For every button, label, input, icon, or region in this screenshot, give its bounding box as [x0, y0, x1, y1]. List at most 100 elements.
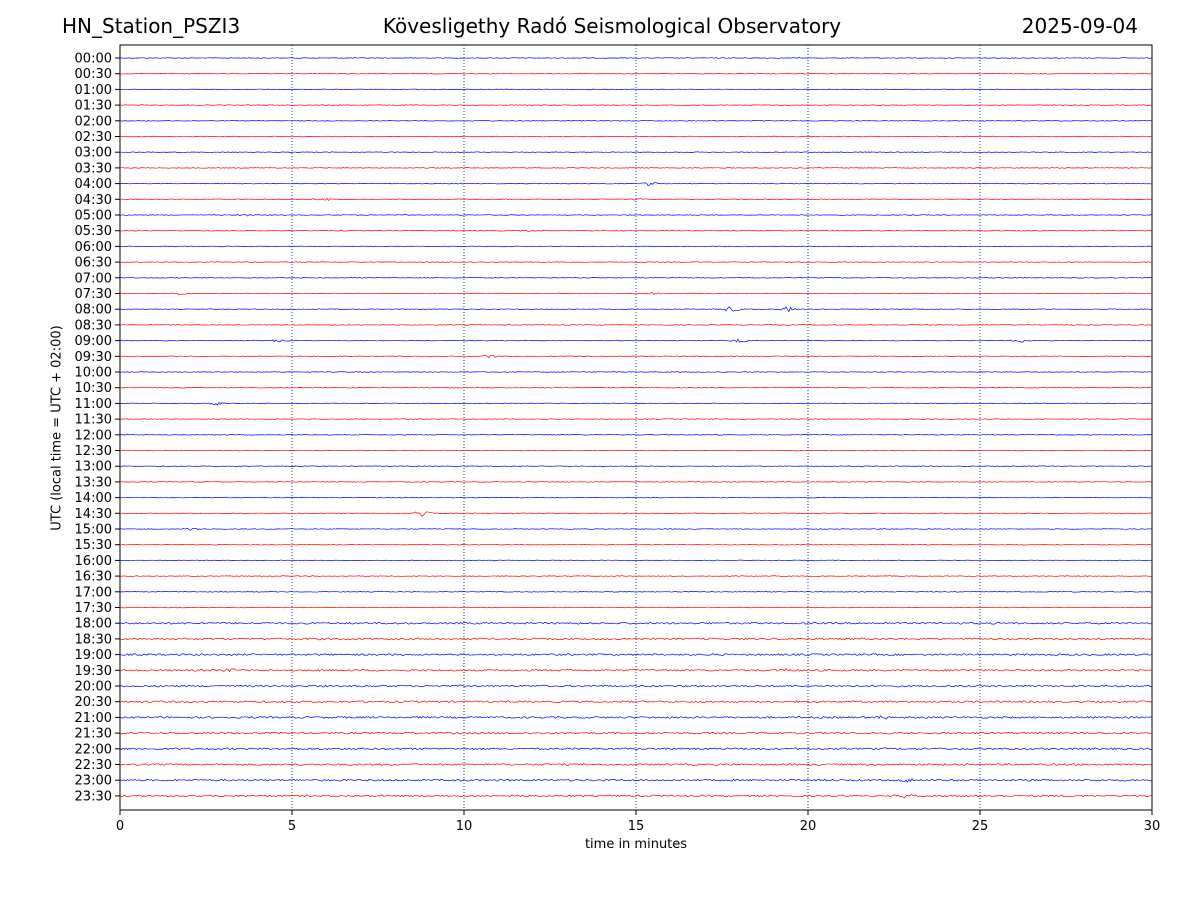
trace-1430: [119, 511, 1153, 517]
trace-0730: [119, 292, 1153, 296]
station-name: HN_Station_PSZI3: [62, 14, 241, 38]
trace-1130: [119, 418, 1153, 420]
y-tick-label: 15:00: [75, 523, 112, 538]
x-tick-label: 5: [288, 819, 296, 834]
y-tick-label: 21:30: [75, 727, 112, 742]
y-tick-label: 09:30: [75, 350, 112, 365]
trace-1700: [119, 591, 1153, 593]
trace-1830: [119, 637, 1153, 641]
y-tick-label: 00:30: [75, 67, 112, 82]
x-tick-label: 0: [116, 819, 124, 834]
trace-2230: [119, 763, 1153, 766]
x-tick-label: 30: [1144, 819, 1161, 834]
y-tick-label: 02:30: [75, 130, 112, 145]
y-tick-label: 18:00: [75, 617, 112, 632]
y-tick-label: 11:30: [75, 413, 112, 428]
y-tick-label: 16:00: [75, 554, 112, 569]
x-tick-label: 15: [628, 819, 645, 834]
y-tick-label: 20:00: [75, 680, 112, 695]
trace-2200: [119, 747, 1153, 751]
y-tick-label: 06:30: [75, 256, 112, 271]
trace-0500: [119, 213, 1153, 217]
y-tick-label: 14:30: [75, 507, 112, 522]
y-tick-label: 04:30: [75, 193, 112, 208]
y-tick-label: 07:30: [75, 287, 112, 302]
trace-1630: [119, 575, 1153, 577]
y-tick-label: 17:30: [75, 601, 112, 616]
trace-0000: [119, 57, 1153, 59]
y-tick-label: 13:00: [75, 460, 112, 475]
trace-2300: [119, 777, 1153, 783]
trace-0330: [119, 167, 1153, 169]
trace-0200: [119, 120, 1153, 122]
y-tick-label: 00:00: [75, 52, 112, 67]
y-tick-label: 01:30: [75, 99, 112, 114]
trace-0430: [119, 198, 1153, 201]
y-tick-label: 03:30: [75, 161, 112, 176]
trace-1300: [119, 465, 1153, 467]
y-tick-label: 08:30: [75, 318, 112, 333]
y-tick-label: 19:30: [75, 664, 112, 679]
y-axis-label: UTC (local time = UTC + 02:00): [49, 325, 65, 531]
y-tick-label: 19:00: [75, 648, 112, 663]
trace-1230: [119, 449, 1153, 452]
y-tick-label: 18:30: [75, 632, 112, 647]
trace-2100: [119, 715, 1153, 720]
trace-1200: [119, 434, 1153, 436]
y-tick-label: 01:00: [75, 83, 112, 98]
trace-0630: [119, 261, 1153, 263]
y-tick-label: 06:00: [75, 240, 112, 255]
trace-0800: [119, 306, 1153, 313]
x-tick-label: 20: [800, 819, 817, 834]
y-tick-label: 13:30: [75, 475, 112, 490]
y-tick-label: 05:00: [75, 209, 112, 224]
y-tick-label: 10:00: [75, 366, 112, 381]
trace-0530: [119, 229, 1153, 232]
trace-0900: [119, 338, 1153, 343]
trace-1730: [119, 606, 1153, 609]
y-tick-label: 14:00: [75, 491, 112, 506]
y-tick-label: 08:00: [75, 303, 112, 318]
y-tick-label: 23:30: [75, 789, 112, 804]
trace-0700: [120, 277, 1153, 279]
trace-1930: [119, 667, 1153, 673]
trace-2130: [119, 731, 1153, 735]
trace-2030: [119, 700, 1153, 704]
x-tick-label: 10: [456, 819, 473, 834]
trace-2330: [119, 794, 1153, 799]
trace-1000: [119, 371, 1153, 373]
y-tick-label: 21:00: [75, 711, 112, 726]
y-tick-label: 17:00: [75, 585, 112, 600]
trace-1100: [119, 401, 1153, 406]
x-axis-label: time in minutes: [584, 837, 688, 852]
y-tick-label: 15:30: [75, 538, 112, 553]
y-tick-label: 10:30: [75, 381, 112, 396]
y-tick-label: 05:30: [75, 224, 112, 239]
trace-1330: [119, 481, 1153, 483]
y-tick-label: 09:00: [75, 334, 112, 349]
trace-0400: [119, 182, 1153, 186]
chart-date: 2025-09-04: [1021, 14, 1138, 38]
y-tick-label: 16:30: [75, 570, 112, 585]
y-tick-label: 22:30: [75, 758, 112, 773]
y-tick-label: 12:00: [75, 428, 112, 443]
y-tick-label: 03:00: [75, 146, 112, 161]
trace-1900: [119, 653, 1153, 656]
y-tick-label: 12:30: [75, 444, 112, 459]
trace-2000: [119, 684, 1153, 688]
y-tick-label: 04:00: [75, 177, 112, 192]
trace-0230: [119, 135, 1153, 138]
trace-0830: [119, 324, 1153, 326]
trace-1600: [119, 559, 1153, 562]
y-tick-label: 22:00: [75, 742, 112, 757]
trace-0300: [119, 151, 1153, 153]
y-tick-label: 07:00: [75, 271, 112, 286]
trace-0600: [119, 245, 1153, 248]
x-tick-label: 25: [972, 819, 989, 834]
trace-1530: [119, 543, 1153, 546]
trace-1500: [119, 527, 1153, 531]
trace-0030: [119, 72, 1153, 75]
y-tick-label: 11:00: [75, 397, 112, 412]
chart-title: Kövesligethy Radó Seismological Observat…: [382, 14, 842, 38]
